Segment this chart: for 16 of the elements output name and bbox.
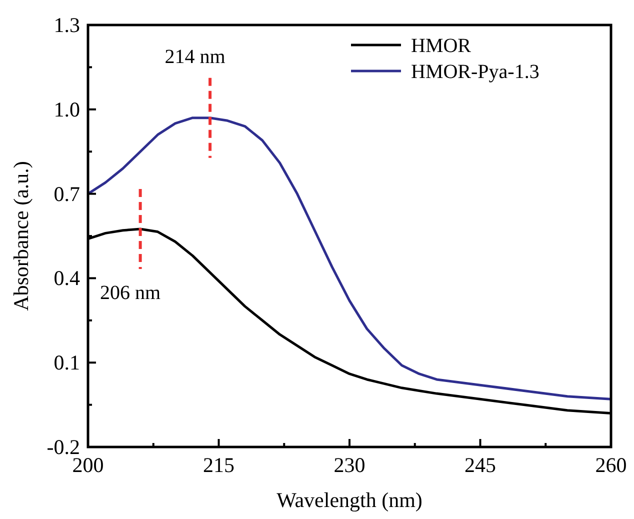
x-axis-title: Wavelength (nm) [276, 488, 422, 512]
annotation: 206 nm [100, 282, 162, 304]
x-tick-label: 215 [203, 453, 234, 477]
line-series [86, 116, 612, 400]
legend-label: HMOR [411, 35, 472, 57]
annotation: 214 nm [164, 46, 226, 68]
y-tick-label: 0.1 [54, 350, 80, 375]
y-tick-label: 1.3 [54, 13, 80, 37]
x-tick-label: 230 [334, 453, 366, 477]
y-axis-title: Absorbance (a.u.) [9, 161, 33, 311]
y-tick-label: 0.4 [54, 266, 80, 290]
x-tick-label: 260 [595, 453, 627, 477]
x-tick-label: 245 [464, 453, 496, 477]
y-tick-label: 1.0 [54, 97, 80, 122]
legend-label: HMOR-Pya-1.3 [411, 61, 540, 83]
y-tick-label: 0.7 [54, 182, 80, 206]
